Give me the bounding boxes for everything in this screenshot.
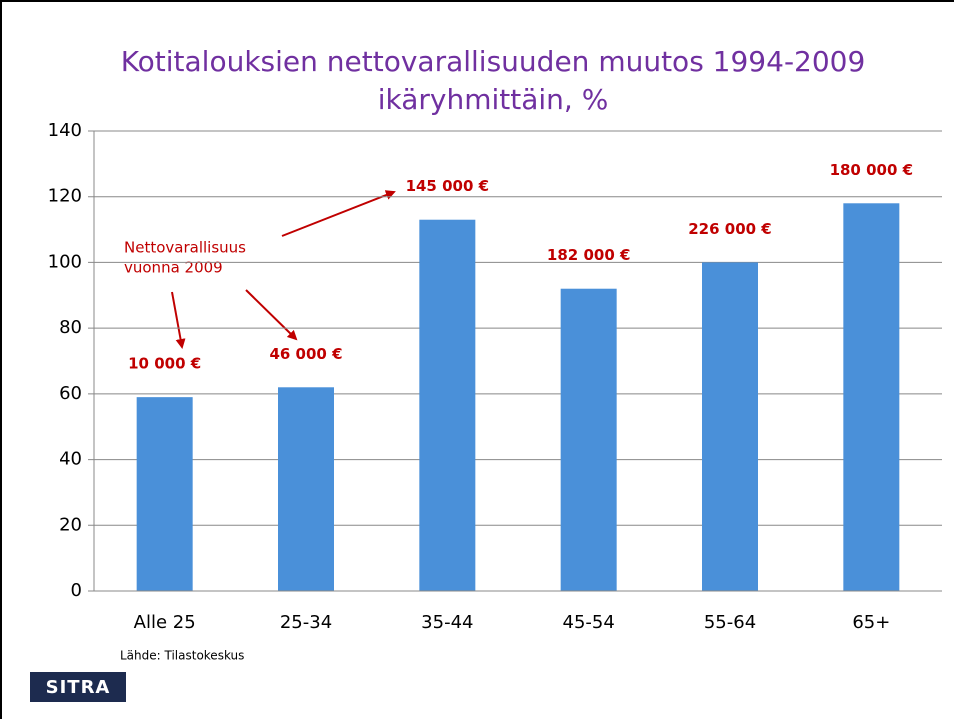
y-tick-label: 20 bbox=[59, 514, 82, 535]
bar bbox=[419, 219, 476, 591]
bar bbox=[278, 387, 334, 591]
x-tick-label: 55-64 bbox=[704, 612, 756, 633]
annotation: vuonna 2009 bbox=[124, 259, 223, 277]
y-tick-label: 120 bbox=[48, 186, 82, 207]
net-worth-label: 180 000 € bbox=[830, 161, 914, 179]
x-tick-label: 45-54 bbox=[563, 612, 615, 633]
y-tick-label: 40 bbox=[59, 449, 82, 470]
y-tick-label: 80 bbox=[59, 317, 82, 338]
x-tick-label: Alle 25 bbox=[134, 612, 196, 633]
net-worth-label: 10 000 € bbox=[128, 355, 201, 373]
bar bbox=[843, 203, 900, 592]
logo-box bbox=[30, 672, 126, 702]
bar bbox=[702, 262, 758, 591]
source: Lähde: Tilastokeskus bbox=[120, 649, 244, 663]
y-tick-label: 140 bbox=[48, 120, 82, 141]
net-worth-label: 145 000 € bbox=[406, 177, 490, 195]
bar bbox=[560, 288, 617, 591]
net-worth-label: 226 000 € bbox=[688, 220, 772, 238]
arrow bbox=[171, 291, 186, 349]
x-tick-label: 65+ bbox=[852, 612, 890, 633]
net-worth-label: 46 000 € bbox=[269, 345, 342, 363]
chart-title: Kotitalouksien nettovarallisuuden muutos… bbox=[121, 45, 866, 78]
y-tick-label: 0 bbox=[71, 580, 82, 601]
annotation: Nettovarallisuus bbox=[124, 239, 246, 257]
chart-title: ikäryhmittäin, % bbox=[378, 83, 609, 116]
y-tick-label: 100 bbox=[48, 251, 82, 272]
logo: SITRA bbox=[46, 677, 111, 698]
y-tick-label: 60 bbox=[59, 383, 82, 404]
x-tick-label: 25-34 bbox=[280, 612, 332, 633]
x-tick-label: 35-44 bbox=[421, 612, 473, 633]
bar bbox=[136, 397, 193, 591]
arrow bbox=[281, 190, 396, 237]
arrow bbox=[245, 289, 298, 341]
net-worth-label: 182 000 € bbox=[547, 246, 631, 264]
